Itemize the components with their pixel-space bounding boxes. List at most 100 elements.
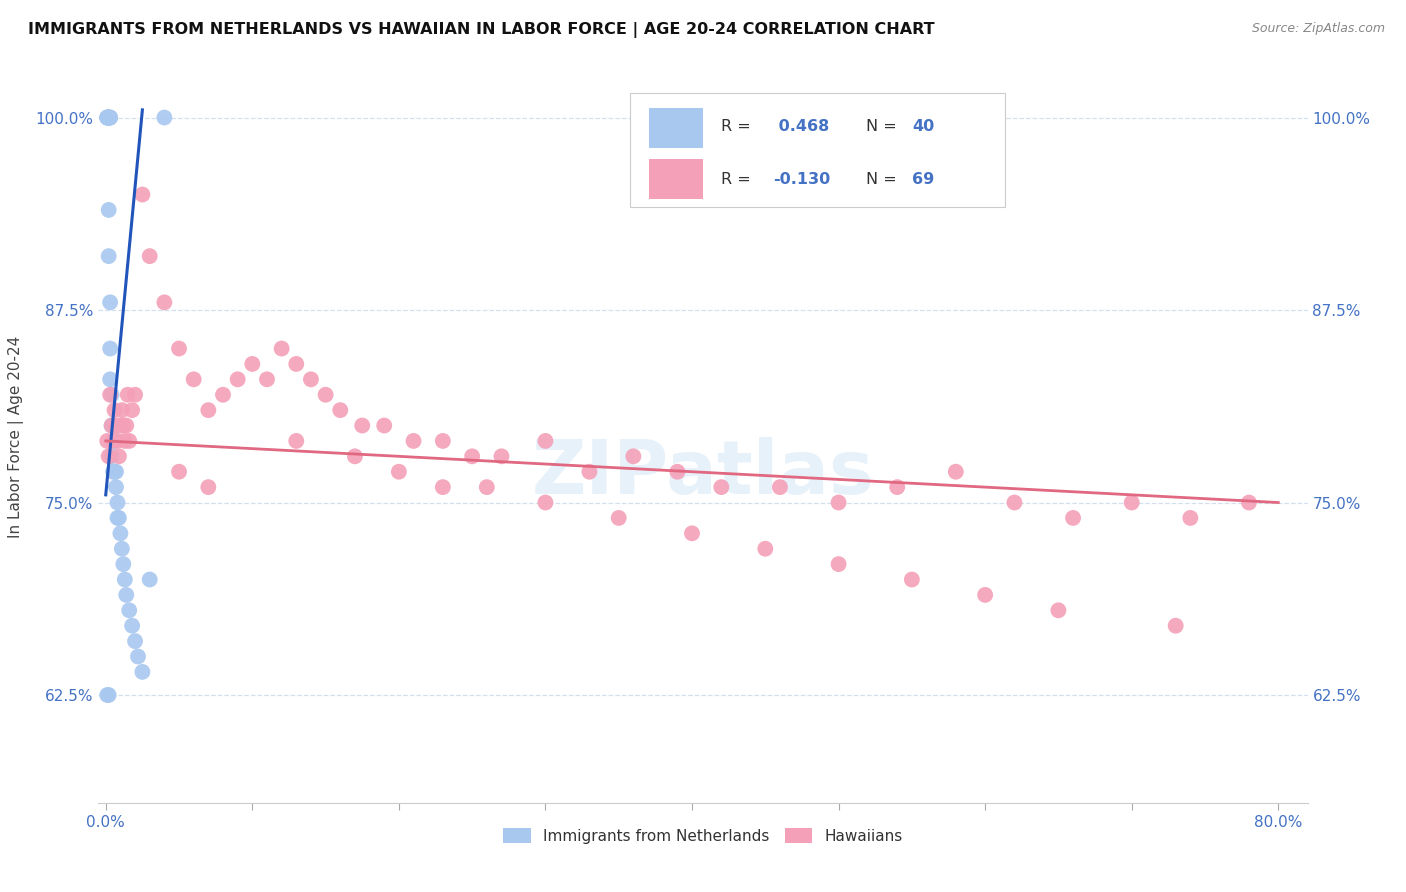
Point	[97, 450, 120, 464]
Point	[118, 603, 141, 617]
Point	[285, 357, 308, 371]
Point	[183, 372, 205, 386]
Point	[1004, 495, 1026, 509]
Point	[886, 480, 908, 494]
Point	[103, 434, 125, 448]
Point	[681, 526, 703, 541]
Point	[754, 541, 776, 556]
Point	[285, 434, 308, 448]
Point	[945, 465, 967, 479]
Point	[98, 111, 121, 125]
Point	[96, 434, 118, 448]
Point	[117, 388, 139, 402]
Point	[124, 388, 146, 402]
Point	[101, 434, 124, 448]
Point	[105, 480, 128, 494]
Point	[270, 342, 292, 356]
Point	[138, 573, 160, 587]
Y-axis label: In Labor Force | Age 20-24: In Labor Force | Age 20-24	[8, 336, 24, 538]
Point	[96, 688, 118, 702]
Point	[96, 111, 118, 125]
Point	[121, 403, 143, 417]
Point	[578, 465, 600, 479]
Point	[1062, 511, 1084, 525]
Point	[197, 403, 219, 417]
Point	[1121, 495, 1143, 509]
Point	[97, 249, 120, 263]
Text: 40: 40	[912, 119, 935, 134]
Text: 69: 69	[912, 172, 935, 187]
Text: IMMIGRANTS FROM NETHERLANDS VS HAWAIIAN IN LABOR FORCE | AGE 20-24 CORRELATION C: IMMIGRANTS FROM NETHERLANDS VS HAWAIIAN …	[28, 22, 935, 38]
Point	[96, 111, 118, 125]
Point	[108, 450, 131, 464]
Point	[212, 388, 235, 402]
Point	[98, 342, 121, 356]
Point	[475, 480, 498, 494]
Point	[1164, 618, 1187, 632]
Point	[97, 111, 120, 125]
Point	[402, 434, 425, 448]
Point	[114, 573, 136, 587]
Point	[352, 418, 374, 433]
Point	[167, 465, 190, 479]
Point	[115, 588, 138, 602]
Point	[153, 295, 176, 310]
Text: 0.468: 0.468	[773, 119, 830, 134]
Point	[110, 418, 132, 433]
Text: N =: N =	[866, 172, 903, 187]
Point	[100, 418, 122, 433]
Point	[127, 649, 149, 664]
Text: R =: R =	[721, 172, 756, 187]
Point	[97, 202, 120, 217]
Point	[388, 465, 411, 479]
Point	[118, 434, 141, 448]
Point	[167, 342, 190, 356]
Point	[131, 665, 153, 679]
Point	[124, 634, 146, 648]
Point	[107, 495, 129, 509]
Point	[329, 403, 352, 417]
Point	[98, 111, 121, 125]
Point	[97, 111, 120, 125]
Point	[432, 480, 454, 494]
Point	[98, 388, 121, 402]
Point	[114, 434, 136, 448]
Point	[974, 588, 997, 602]
Point	[491, 450, 513, 464]
Point	[100, 450, 122, 464]
Point	[432, 434, 454, 448]
Point	[97, 111, 120, 125]
Point	[769, 480, 792, 494]
Point	[901, 573, 924, 587]
Text: Source: ZipAtlas.com: Source: ZipAtlas.com	[1251, 22, 1385, 36]
Point	[138, 249, 160, 263]
Point	[315, 388, 337, 402]
Point	[121, 618, 143, 632]
Point	[197, 480, 219, 494]
Text: N =: N =	[866, 119, 903, 134]
Point	[103, 465, 125, 479]
Point	[101, 465, 124, 479]
Point	[110, 526, 132, 541]
Point	[101, 434, 124, 448]
Point	[97, 111, 120, 125]
Point	[103, 403, 125, 417]
Point	[112, 418, 135, 433]
Point	[97, 688, 120, 702]
Text: R =: R =	[721, 119, 756, 134]
Point	[112, 557, 135, 571]
Point	[710, 480, 733, 494]
Point	[111, 541, 134, 556]
Point	[100, 388, 122, 402]
Point	[111, 403, 134, 417]
Point	[343, 450, 366, 464]
Point	[96, 111, 118, 125]
Point	[105, 465, 128, 479]
Point	[105, 418, 128, 433]
Point	[107, 511, 129, 525]
Point	[131, 187, 153, 202]
Point	[1047, 603, 1070, 617]
FancyBboxPatch shape	[630, 94, 1005, 207]
Point	[1237, 495, 1260, 509]
Point	[240, 357, 263, 371]
